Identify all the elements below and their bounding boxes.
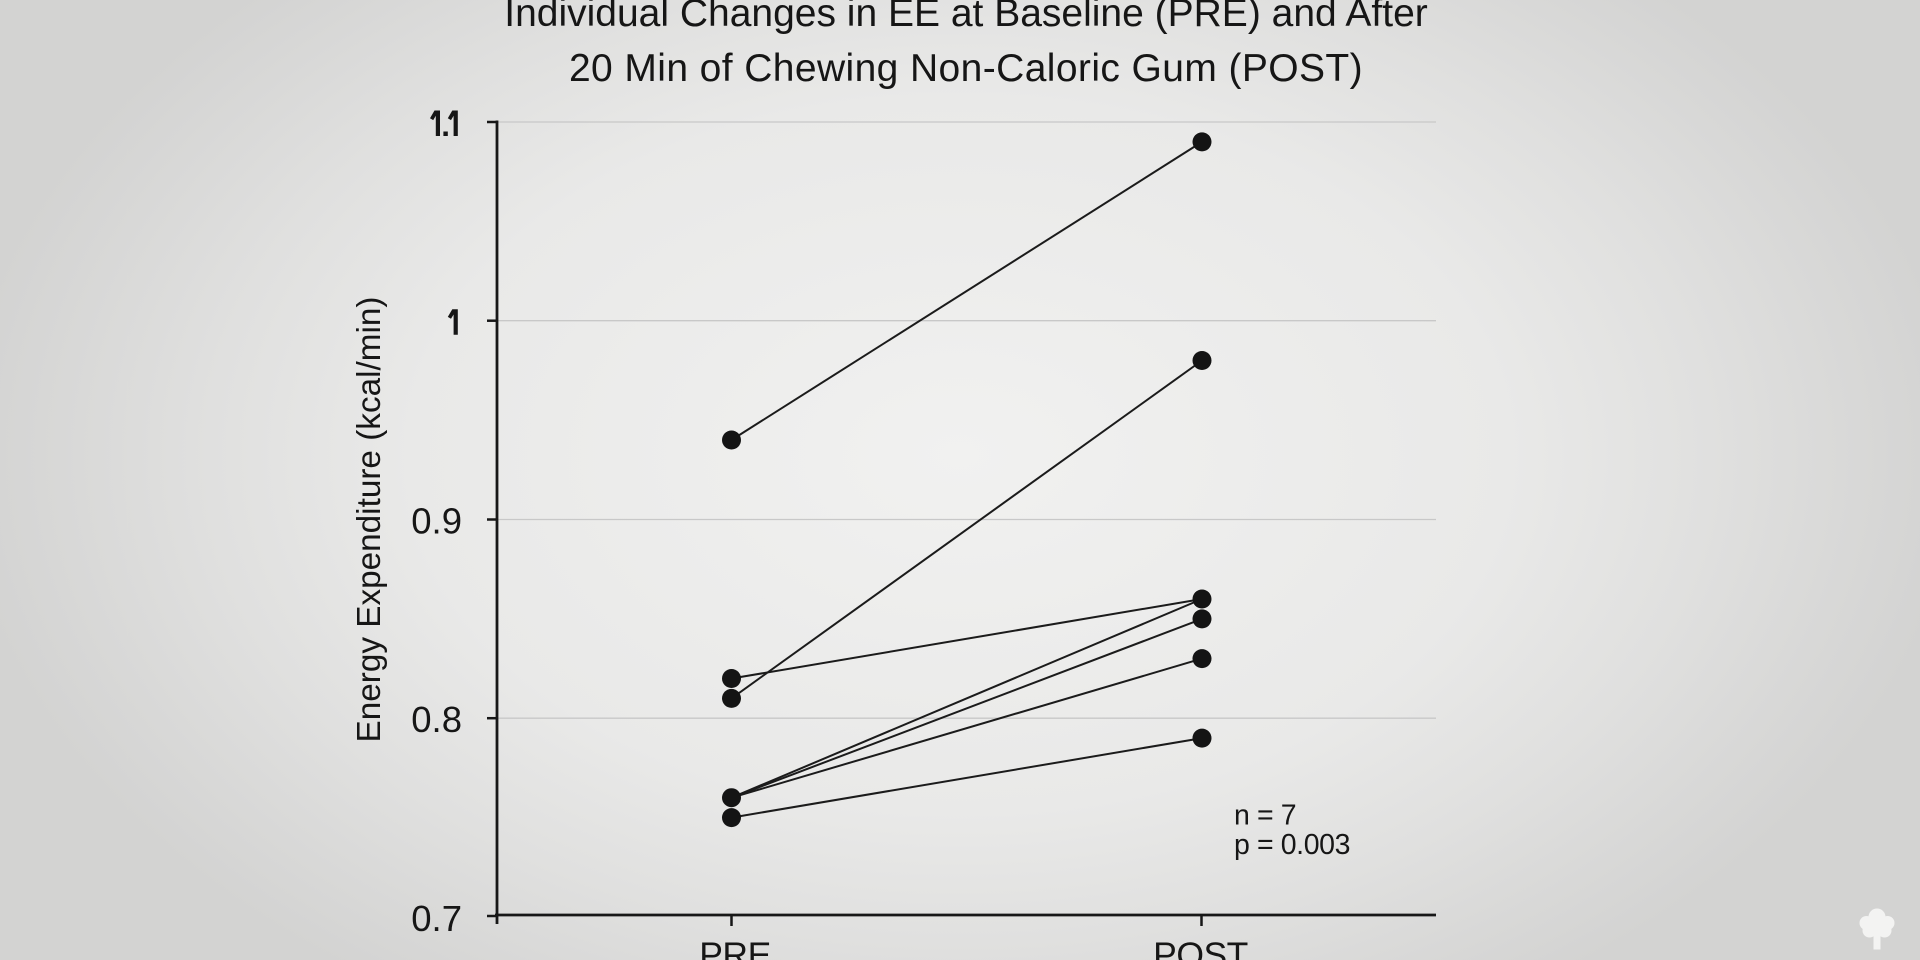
svg-text:Energy Expenditure (kcal/min): Energy Expenditure (kcal/min) — [351, 297, 388, 743]
svg-text:20 Min of Chewing Non-Caloric: 20 Min of Chewing Non-Caloric Gum (POST) — [569, 47, 1363, 90]
svg-text:n = 7: n = 7 — [1234, 800, 1296, 832]
svg-text:0.9: 0.9 — [411, 501, 462, 542]
svg-text:p = 0.003: p = 0.003 — [1234, 829, 1350, 861]
svg-text:Individual Changes in EE at Ba: Individual Changes in EE at Baseline (PR… — [504, 0, 1428, 35]
svg-text:PRE: PRE — [699, 935, 771, 960]
svg-text:POST: POST — [1153, 935, 1248, 960]
svg-text:0.8: 0.8 — [411, 699, 462, 740]
svg-text:0.7: 0.7 — [411, 898, 462, 939]
